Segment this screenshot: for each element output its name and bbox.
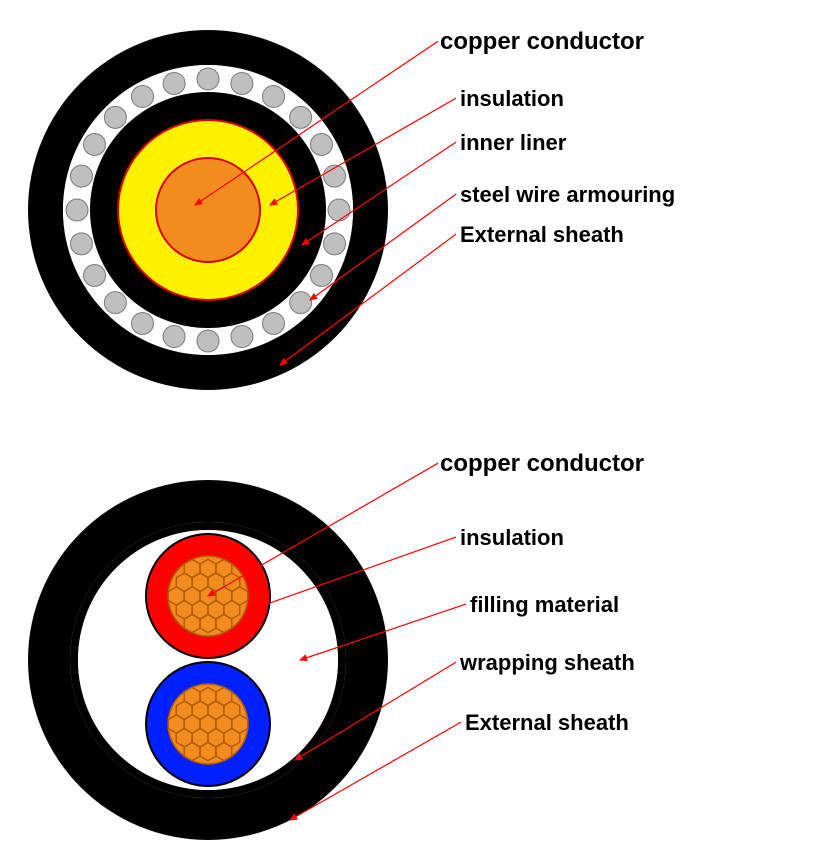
cable1-cross-section xyxy=(28,30,388,390)
cable2-cross-section xyxy=(28,480,388,840)
cable2-label-2: filling material xyxy=(470,592,619,618)
cable2-label-0: copper conductor xyxy=(440,450,644,478)
cable2-label-4: External sheath xyxy=(465,710,629,736)
cable1-label-1: insulation xyxy=(460,86,564,112)
cable2-label-3: wrapping sheath xyxy=(460,650,635,676)
cable1-label-4: External sheath xyxy=(460,222,624,248)
diagram-svg xyxy=(0,0,832,862)
cable1-label-2: inner liner xyxy=(460,130,566,156)
cable1-label-3: steel wire armouring xyxy=(460,182,675,208)
cable1-label-0: copper conductor xyxy=(440,28,644,56)
cable2-label-1: insulation xyxy=(460,525,564,551)
cable2-core-1 xyxy=(146,662,270,786)
